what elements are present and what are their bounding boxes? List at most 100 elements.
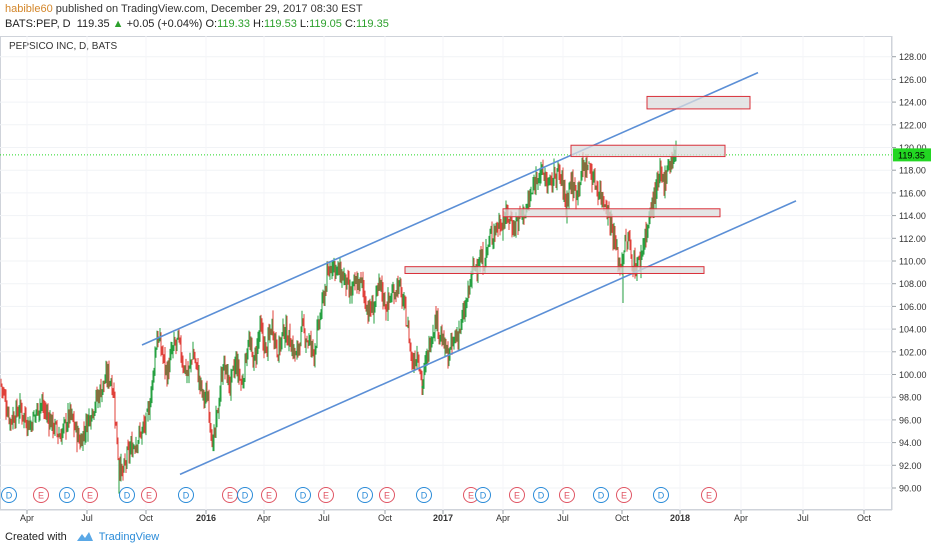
event-marker-circle: [593, 487, 609, 503]
close-value: 119.35: [355, 18, 389, 30]
footer: Created with TradingView: [5, 529, 159, 545]
y-tick-label: 104.00: [899, 325, 927, 335]
x-tick-label: Oct: [139, 513, 154, 523]
x-tick-label: 2016: [196, 513, 216, 523]
event-marker-label: E: [266, 491, 272, 501]
event-marker-circle: [82, 487, 98, 503]
y-tick-label: 116.00: [899, 188, 926, 198]
y-tick-label: 112.00: [899, 234, 926, 244]
event-marker-circle: [653, 487, 669, 503]
earnings-marker[interactable]: E: [559, 487, 575, 503]
event-marker-circle: [178, 487, 194, 503]
event-marker-circle: [119, 487, 135, 503]
x-tick-label: Oct: [378, 513, 393, 523]
event-marker-label: E: [468, 491, 474, 501]
y-tick-label: 126.00: [899, 75, 927, 85]
y-tick-label: 120.00: [899, 143, 927, 153]
event-marker-circle: [141, 487, 157, 503]
event-marker-label: E: [227, 491, 233, 501]
earnings-marker[interactable]: E: [141, 487, 157, 503]
y-tick-label: 118.00: [899, 166, 926, 176]
dividend-marker[interactable]: D: [533, 487, 549, 503]
dividend-marker[interactable]: D: [119, 487, 135, 503]
earnings-marker[interactable]: E: [616, 487, 632, 503]
y-tick-label: 94.00: [899, 438, 922, 448]
dividend-marker[interactable]: D: [475, 487, 491, 503]
y-tick-label: 106.00: [899, 302, 927, 312]
y-tick-label: 122.00: [899, 120, 927, 130]
event-marker-circle: [559, 487, 575, 503]
y-tick-label: 114.00: [899, 211, 926, 221]
chart-title: PEPSICO INC, D, BATS: [9, 41, 117, 52]
low-value: 119.05: [309, 18, 342, 30]
price-zone[interactable]: [502, 208, 721, 218]
x-tick-label: Apr: [257, 513, 271, 523]
tradingview-logo-icon: [76, 532, 93, 542]
event-marker-circle: [509, 487, 525, 503]
x-tick-label: 2018: [670, 513, 690, 523]
price-zone[interactable]: [646, 95, 751, 110]
event-marker-circle: [616, 487, 632, 503]
event-marker-label: E: [146, 491, 152, 501]
price-zone[interactable]: [570, 144, 726, 158]
x-tick-label: Jul: [81, 513, 93, 523]
event-marker-label: E: [384, 491, 390, 501]
dividend-marker[interactable]: D: [593, 487, 609, 503]
event-marker-circle: [237, 487, 253, 503]
y-tick-label: 110.00: [899, 257, 926, 267]
x-tick-label: Jul: [557, 513, 569, 523]
y-tick-label: 108.00: [899, 279, 927, 289]
price-zone[interactable]: [404, 266, 705, 274]
earnings-marker[interactable]: E: [261, 487, 277, 503]
earnings-marker[interactable]: E: [701, 487, 717, 503]
price-change: +0.05 (+0.04%): [126, 18, 203, 30]
event-marker-label: E: [706, 491, 712, 501]
dividend-marker[interactable]: D: [59, 487, 75, 503]
open-label: O:: [205, 18, 218, 30]
dividend-marker[interactable]: D: [653, 487, 669, 503]
event-marker-circle: [295, 487, 311, 503]
event-marker-circle: [1, 487, 17, 503]
y-tick-label: 92.00: [899, 461, 922, 471]
event-marker-label: D: [658, 491, 665, 501]
earnings-marker[interactable]: E: [379, 487, 395, 503]
event-marker-label: E: [621, 491, 627, 501]
open-value: 119.33: [217, 18, 250, 30]
event-marker-label: D: [300, 491, 307, 501]
event-marker-label: D: [183, 491, 190, 501]
ohlc-header: BATS:PEP, D 119.35 ▲ +0.05 (+0.04%) O:11…: [5, 17, 389, 32]
dividend-marker[interactable]: D: [237, 487, 253, 503]
created-with-text: Created with: [5, 531, 67, 543]
event-marker-label: D: [124, 491, 131, 501]
publish-info: published on TradingView.com, December 2…: [55, 3, 363, 15]
event-marker-label: D: [538, 491, 545, 501]
dividend-marker[interactable]: D: [1, 487, 17, 503]
dividend-marker[interactable]: D: [357, 487, 373, 503]
event-marker-label: D: [598, 491, 605, 501]
change-up-icon: ▲: [112, 18, 124, 30]
event-marker-circle: [33, 487, 49, 503]
event-marker-label: D: [362, 491, 369, 501]
dividend-marker[interactable]: D: [178, 487, 194, 503]
last-price: 119.35: [76, 18, 110, 30]
event-marker-label: D: [64, 491, 71, 501]
earnings-marker[interactable]: E: [509, 487, 525, 503]
dividend-marker[interactable]: D: [416, 487, 432, 503]
low-label: L:: [299, 18, 310, 30]
earnings-marker[interactable]: E: [318, 487, 334, 503]
high-label: H:: [253, 18, 265, 30]
earnings-marker[interactable]: E: [82, 487, 98, 503]
tradingview-brand-link[interactable]: TradingView: [98, 531, 160, 543]
lower-trend-line[interactable]: [179, 200, 797, 476]
earnings-marker[interactable]: E: [33, 487, 49, 503]
upper-trend-line[interactable]: [141, 71, 759, 346]
event-marker-circle: [475, 487, 491, 503]
dividend-marker[interactable]: D: [295, 487, 311, 503]
earnings-marker[interactable]: E: [222, 487, 238, 503]
high-value: 119.53: [264, 18, 297, 30]
x-tick-label: Apr: [20, 513, 34, 523]
author-link[interactable]: habible60: [5, 3, 53, 15]
last-price-badge: [893, 148, 931, 162]
x-tick-label: Jul: [318, 513, 330, 523]
